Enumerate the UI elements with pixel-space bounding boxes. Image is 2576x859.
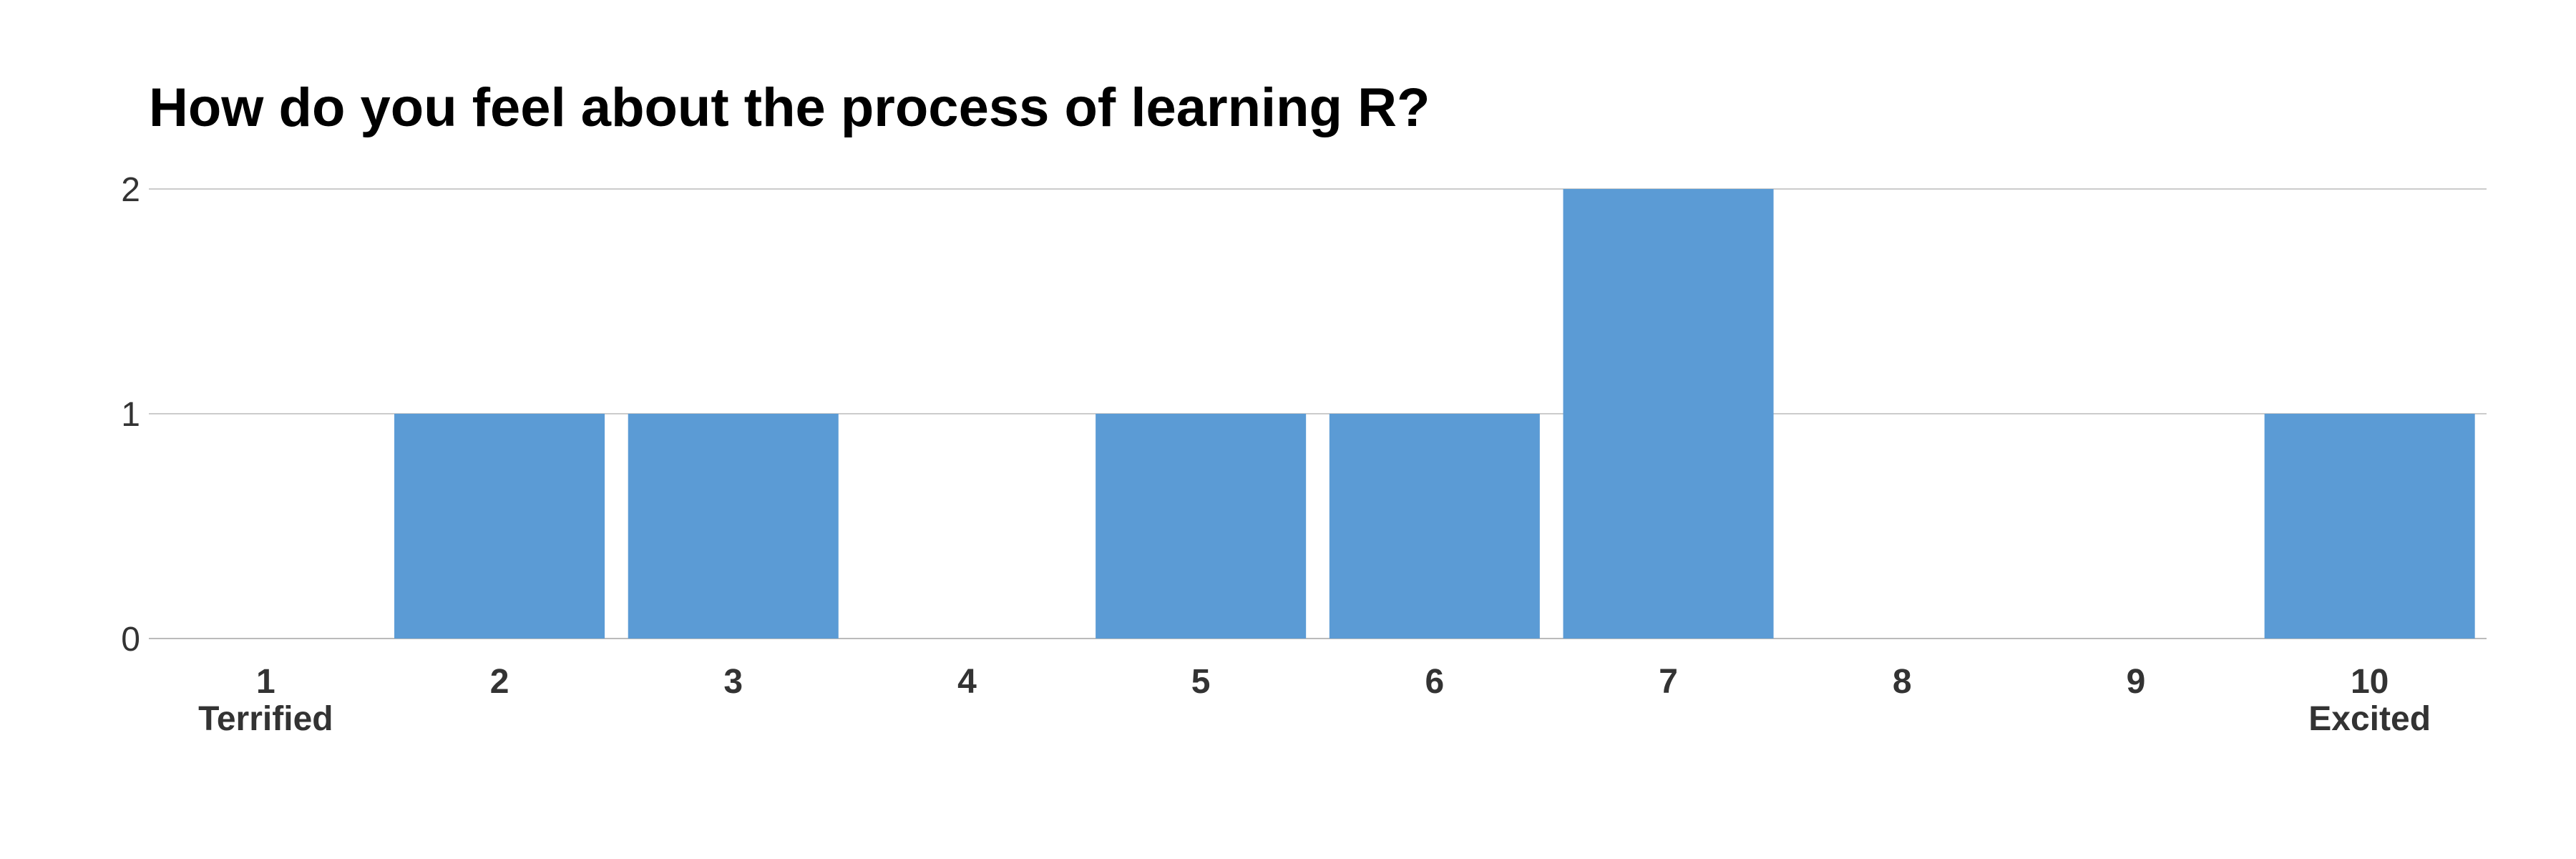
y-axis-tick-labels: 0 1 2 <box>121 171 140 659</box>
bar-5 <box>1096 414 1307 639</box>
x-tick-label: 7 <box>1659 663 1678 701</box>
x-tick-label: 3 <box>723 663 743 701</box>
x-tick-label: 1 <box>256 663 275 701</box>
bar-7 <box>1563 189 1774 639</box>
y-tick-label: 0 <box>121 621 140 659</box>
y-tick-label: 2 <box>121 171 140 209</box>
y-tick-label: 1 <box>121 396 140 434</box>
bar-3 <box>628 414 839 639</box>
x-tick-label: 10 <box>2351 663 2389 701</box>
x-tick-label: 2 <box>490 663 509 701</box>
bar-10 <box>2264 414 2475 639</box>
x-tick-sublabel: Terrified <box>198 700 333 738</box>
x-tick-label: 5 <box>1191 663 1211 701</box>
x-tick-label: 6 <box>1425 663 1444 701</box>
x-tick-label: 9 <box>2127 663 2146 701</box>
chart-title: How do you feel about the process of lea… <box>149 77 1430 138</box>
bars <box>394 189 2475 639</box>
x-tick-label: 4 <box>957 663 977 701</box>
x-tick-sublabel: Excited <box>2308 700 2431 738</box>
bar-2 <box>394 414 605 639</box>
x-tick-label: 8 <box>1893 663 1912 701</box>
bar-6 <box>1329 414 1540 639</box>
